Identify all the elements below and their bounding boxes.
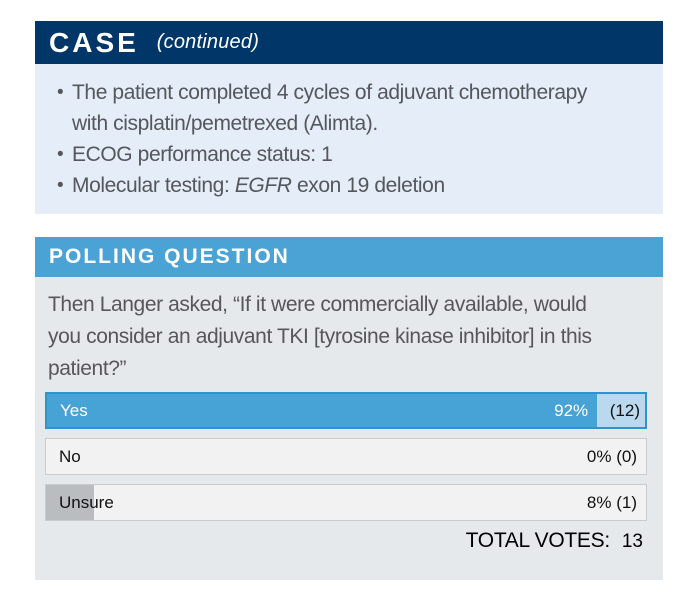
option-count: (12) [609,400,640,420]
poll-results: Yes 92% (12) No 0% (0) Unsure 8% (1) [45,392,647,530]
option-label: Unsure [59,492,114,512]
bullet-item: • Molecular testing: EGFR exon 19 deletio… [57,170,597,201]
option-percent: 92% [554,400,589,420]
polling-title: POLLING QUESTION [49,245,290,268]
total-votes-label: TOTAL VOTES: [465,529,611,552]
bullet-text: Molecular testing: EGFR exon 19 deletion [72,174,445,197]
poll-question-text: Then Langer asked, “If it were commercia… [48,293,592,380]
bullet-text: The patient completed 4 cycles of adjuva… [72,81,587,135]
total-votes: TOTAL VOTES: 13 [466,529,643,553]
bullet-item: • ECOG performance status: 1 [57,139,597,170]
option-label: Yes [60,400,88,420]
poll-row-unsure: Unsure 8% (1) [45,484,647,521]
polling-panel-header: POLLING QUESTION [35,237,663,277]
poll-row-no: No 0% (0) [45,438,647,475]
bullet-marker: • [57,175,64,196]
total-votes-value: 13 [621,531,643,552]
option-value: 8% (1) [586,492,637,512]
option-label: No [59,446,81,466]
polling-panel-body: Then Langer asked, “If it were commercia… [35,277,663,580]
poll-row-yes: Yes 92% (12) [45,392,647,429]
case-subtitle: (continued) [156,31,260,53]
bar-fill [46,485,94,520]
case-bullet-list: • The patient completed 4 cycles of adjuv… [57,77,663,201]
case-panel-body: • The patient completed 4 cycles of adjuv… [35,64,663,214]
bullet-marker: • [57,144,64,165]
case-panel-header: CASE (continued) [35,21,663,64]
option-value: 0% (0) [586,446,637,466]
bullet-text: ECOG performance status: 1 [72,143,333,166]
bullet-marker: • [57,82,64,103]
bullet-item: • The patient completed 4 cycles of adjuv… [57,77,597,139]
case-title: CASE [49,26,139,58]
bar-fill [47,394,598,427]
